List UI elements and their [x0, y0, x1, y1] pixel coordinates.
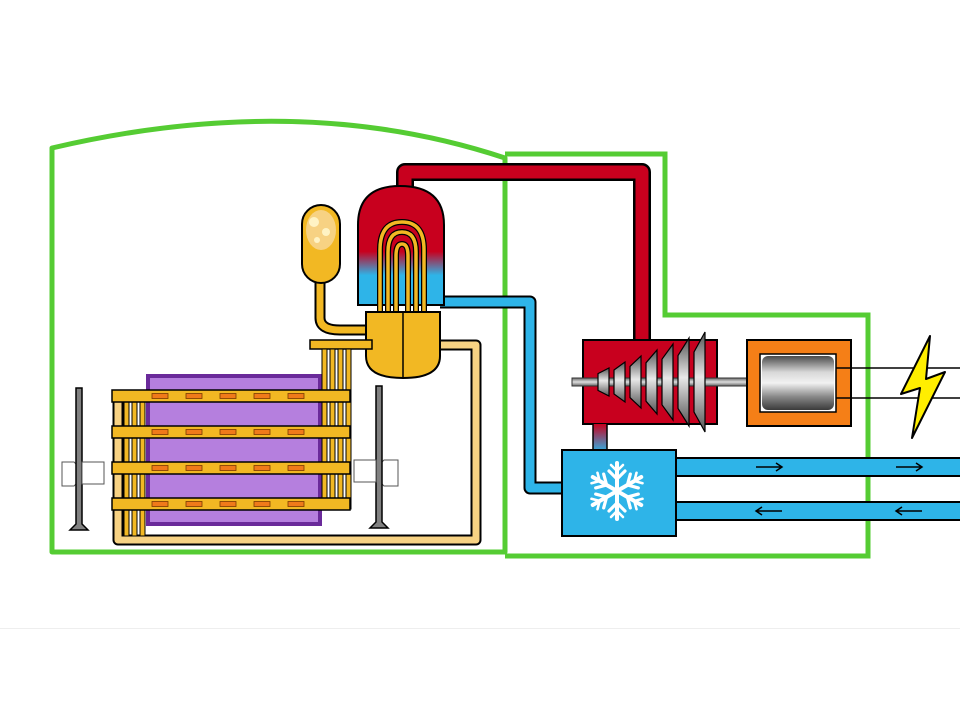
turbine-hall: [505, 151, 871, 559]
steam-generator: [357, 184, 445, 380]
generator: [746, 339, 852, 427]
fuel-channel: [111, 425, 351, 439]
lightning-bolt-icon: [900, 335, 946, 439]
fuel-bundle: [253, 465, 271, 471]
fuel-bundle: [151, 501, 169, 507]
fuel-bundle: [287, 429, 305, 435]
fuel-bundle: [151, 465, 169, 471]
fuel-bundle: [287, 501, 305, 507]
fuel-bundle: [219, 429, 237, 435]
fuel-bundle: [219, 501, 237, 507]
fuel-bundle: [185, 429, 203, 435]
fuel-channel: [111, 389, 351, 403]
fuelling-machine-right: [353, 385, 399, 529]
cooling-water-inlet: [675, 501, 960, 521]
turbine-blade-stage: [613, 360, 626, 404]
turbine-blade-stage: [677, 335, 690, 429]
fuelling-machine-left: [61, 387, 105, 531]
fuel-channels: [111, 389, 351, 511]
fuel-bundle: [253, 393, 271, 399]
fuel-bundle: [287, 393, 305, 399]
snowflake-icon: [590, 461, 644, 521]
cooling-water-outlet: [675, 457, 960, 477]
pressurizer: [301, 204, 372, 336]
fuel-bundle: [185, 465, 203, 471]
turbine-blade-stage: [597, 367, 610, 397]
power-output-lines: [836, 367, 960, 399]
containment-building: [49, 118, 508, 555]
turbine-blade-stage: [645, 348, 658, 416]
fuel-bundle: [219, 465, 237, 471]
fuel-channel: [111, 497, 351, 511]
fuel-bundle: [219, 393, 237, 399]
footer-divider: [0, 628, 960, 629]
turbine-blade-stage: [661, 342, 674, 422]
fuel-bundle: [151, 429, 169, 435]
fuel-bundle: [185, 501, 203, 507]
fuel-bundle: [151, 393, 169, 399]
fuel-bundle: [253, 501, 271, 507]
fuel-bundle: [185, 393, 203, 399]
turbine-blade-stage: [693, 331, 706, 433]
fuel-bundle: [253, 429, 271, 435]
condenser: [561, 449, 677, 537]
steam-turbine: [571, 331, 761, 452]
fuel-channel: [111, 461, 351, 475]
fuel-bundle: [287, 465, 305, 471]
turbine-blade-stage: [629, 354, 642, 410]
